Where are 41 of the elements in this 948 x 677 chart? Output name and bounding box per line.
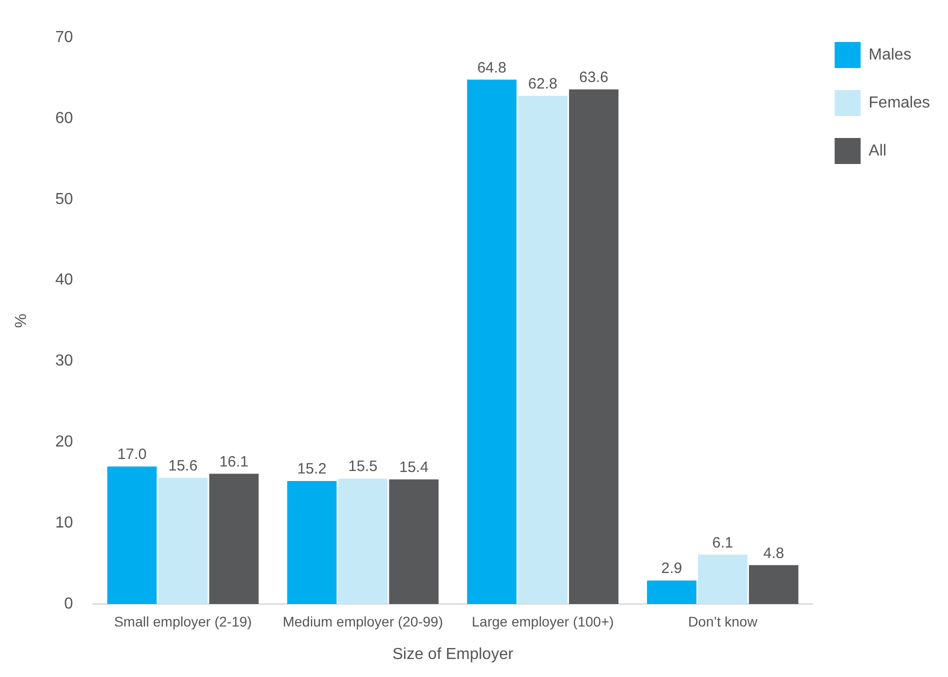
data-label: 17.0 [117, 446, 147, 464]
legend-label: Females [868, 94, 930, 112]
y-tick-label: 60 [55, 110, 74, 127]
data-label: 6.1 [712, 534, 734, 552]
y-tick-label: 10 [55, 514, 74, 532]
bar [467, 80, 517, 604]
bar [107, 466, 157, 604]
bar [518, 96, 568, 604]
bar [338, 478, 388, 604]
legend-label: Males [868, 46, 912, 64]
y-tick-label: 40 [55, 272, 74, 289]
data-label: 15.6 [168, 457, 198, 474]
data-label: 15.2 [297, 460, 326, 478]
data-label: 62.8 [528, 76, 558, 92]
bar [646, 580, 696, 604]
x-axis-title: Size of Employer [392, 646, 514, 663]
x-tick-label: Small employer (2-19) [114, 613, 252, 630]
data-label: 64.8 [477, 59, 506, 76]
bar [569, 89, 618, 604]
y-tick-label: 70 [55, 29, 74, 46]
y-tick-label: 20 [55, 434, 74, 451]
data-label: 63.6 [579, 69, 608, 86]
y-axis-title: % [13, 314, 30, 328]
bar [698, 554, 748, 604]
legend-label: All [868, 142, 886, 160]
data-label: 4.8 [763, 544, 784, 562]
y-tick-label: 50 [55, 190, 74, 208]
bar [389, 479, 439, 604]
x-tick-label: Large employer (100+) [472, 613, 614, 630]
bar [209, 474, 259, 604]
bar [748, 565, 798, 604]
x-tick-label: Medium employer (20-99) [282, 613, 444, 630]
data-label: 15.5 [348, 458, 378, 476]
bar [158, 478, 208, 604]
data-label: 2.9 [661, 560, 682, 578]
y-tick-label: 30 [55, 352, 74, 370]
data-label: 16.1 [219, 453, 249, 470]
x-tick-label: Don’t know [688, 613, 758, 630]
bar [287, 481, 337, 604]
data-label: 15.4 [399, 459, 428, 476]
y-tick-label: 0 [64, 595, 74, 612]
